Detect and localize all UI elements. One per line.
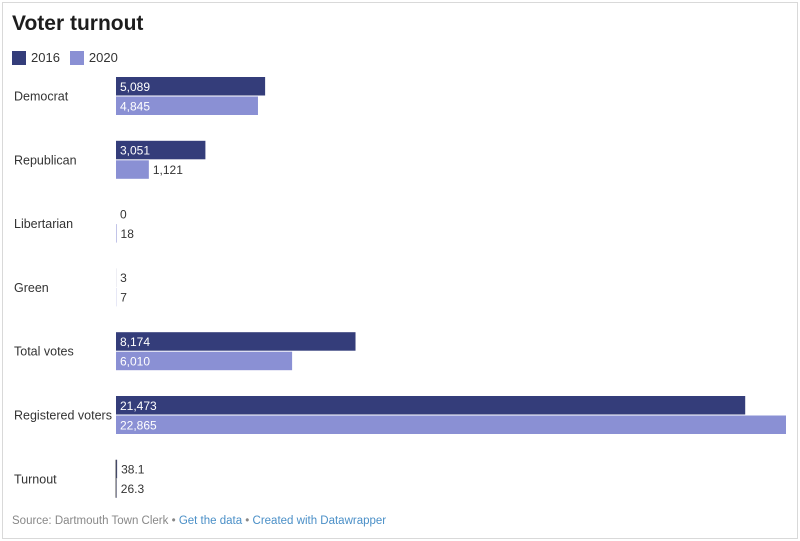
bar xyxy=(116,415,786,434)
bar xyxy=(116,77,266,96)
category-label: Libertarian xyxy=(14,217,73,231)
bar xyxy=(116,459,118,479)
data-label: 21,473 xyxy=(120,399,157,413)
category-label: Registered voters xyxy=(14,409,112,423)
legend-label-2020: 2020 xyxy=(88,50,118,65)
legend-swatch-2020 xyxy=(69,50,84,65)
legend-swatch-2016 xyxy=(12,50,26,65)
bar xyxy=(116,96,258,115)
data-label: 8,174 xyxy=(120,335,150,349)
data-label: 0 xyxy=(120,207,127,221)
bar xyxy=(116,396,746,415)
legend: 2016 2020 xyxy=(12,50,118,65)
footer-separator: • xyxy=(168,515,179,527)
data-label: 18 xyxy=(121,227,135,241)
footer-separator: • xyxy=(242,515,253,527)
data-label: 26.3 xyxy=(121,482,145,496)
data-label: 22,865 xyxy=(120,418,157,432)
bar xyxy=(116,351,293,371)
data-label: 4,845 xyxy=(120,99,150,113)
legend-item-2020: 2020 xyxy=(69,50,118,65)
category-label: Green xyxy=(14,281,49,295)
bar xyxy=(116,160,149,179)
data-label: 7 xyxy=(120,291,127,305)
category-label: Total votes xyxy=(14,345,74,359)
category-label: Republican xyxy=(14,153,77,167)
legend-item-2016: 2016 xyxy=(12,50,60,65)
data-label: 5,089 xyxy=(120,80,150,94)
data-label: 3,051 xyxy=(120,144,150,158)
datawrapper-link[interactable]: Created with Datawrapper xyxy=(252,515,387,527)
footer: Source: Dartmouth Town Clerk • Get the d… xyxy=(12,515,386,527)
bar xyxy=(116,224,117,243)
data-label: 38.1 xyxy=(121,463,145,477)
bar xyxy=(116,140,206,160)
get-data-link[interactable]: Get the data xyxy=(178,515,243,527)
data-label: 1,121 xyxy=(153,163,183,177)
source-text: Source: Dartmouth Town Clerk xyxy=(12,515,169,527)
data-label: 3 xyxy=(120,271,127,285)
chart-title: Voter turnout xyxy=(12,12,144,35)
bar xyxy=(116,332,356,351)
data-label: 6,010 xyxy=(120,354,150,368)
category-label: Democrat xyxy=(14,90,69,104)
category-label: Turnout xyxy=(14,472,57,486)
legend-label-2016: 2016 xyxy=(31,50,60,65)
